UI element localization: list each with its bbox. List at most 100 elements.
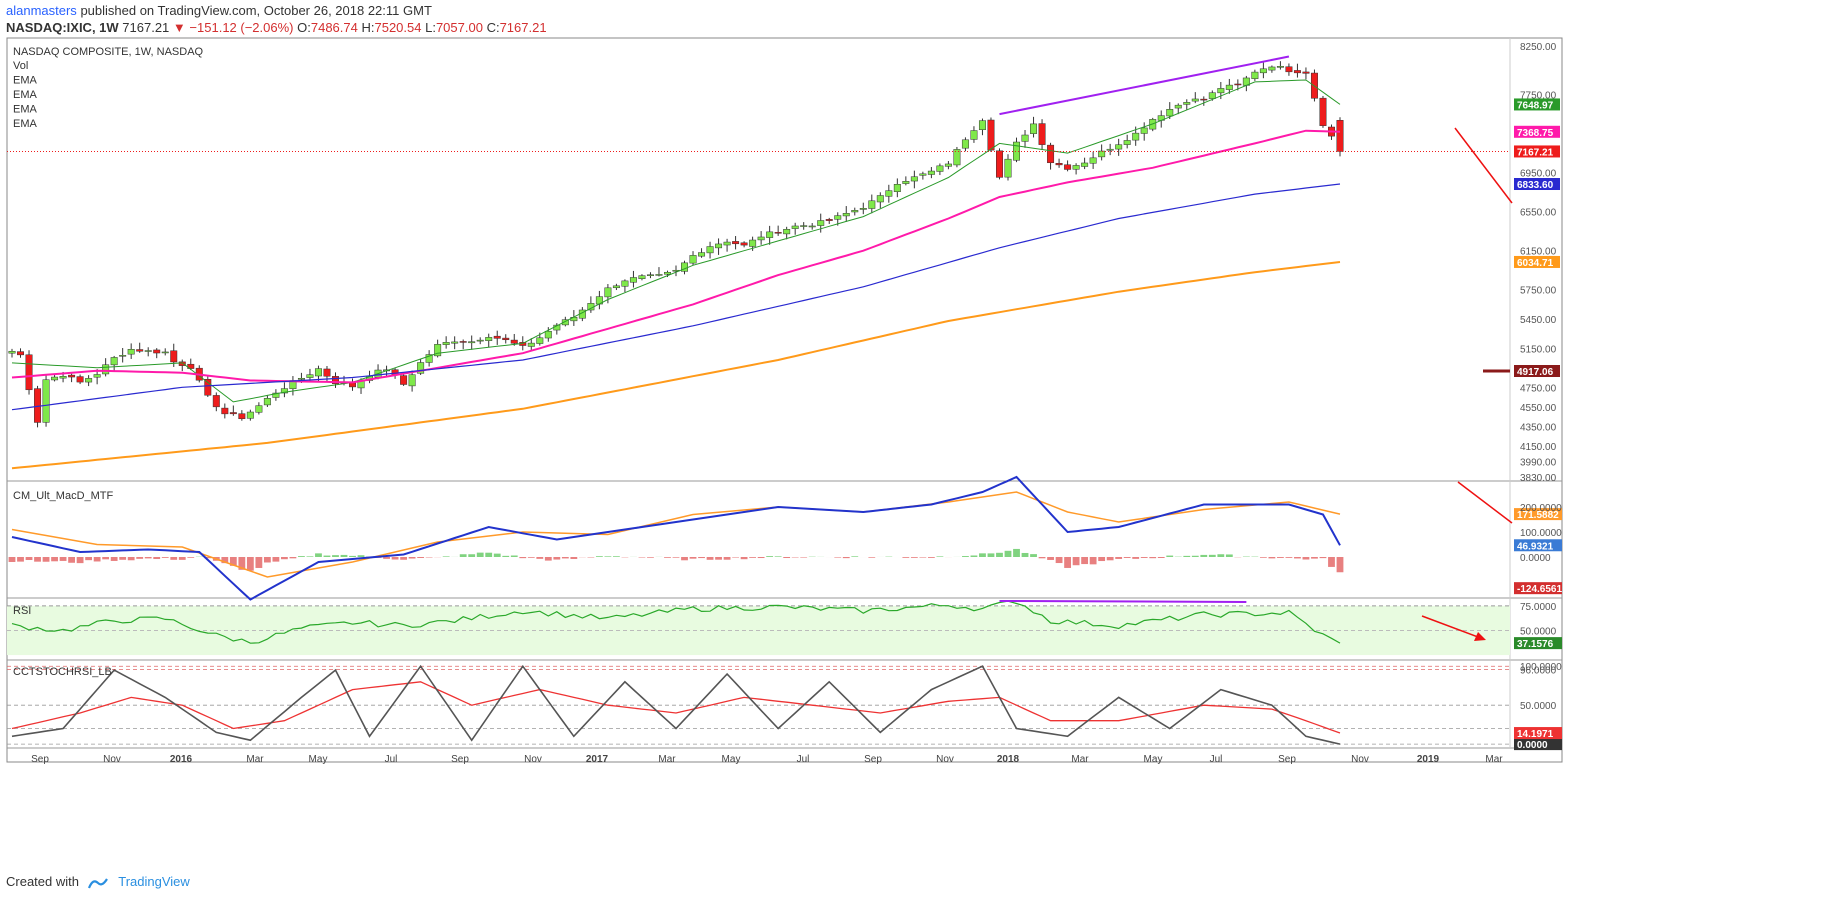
candle (868, 194, 876, 214)
macd-hist-bar (1115, 557, 1123, 559)
ema4-line (11, 261, 1341, 470)
candle-up (59, 376, 67, 379)
macd-hist-bar (59, 557, 67, 561)
candle-down (1302, 71, 1310, 74)
legend-entry: Vol (13, 60, 28, 72)
publish-header: alanmasters published on TradingView.com… (6, 2, 432, 19)
change-value: −151.12 (−2.06%) (189, 20, 294, 35)
macd-hist-bar (298, 556, 305, 557)
candle-up (314, 368, 322, 377)
pane-frames (6, 37, 1563, 763)
macd-hist-bar (774, 556, 782, 557)
macd-hist-bar (178, 557, 186, 560)
macd-hist-bar (689, 557, 697, 559)
candle (1038, 119, 1046, 150)
price-label-text: 7368.75 (1517, 128, 1554, 139)
macd-hist-bar (17, 557, 24, 562)
candle-down (17, 351, 24, 356)
candle (740, 241, 748, 248)
candle-up (893, 184, 901, 192)
candle-down (493, 335, 501, 339)
price-trendline (999, 55, 1290, 116)
legend-entry: EMA (13, 118, 38, 130)
candle-up (536, 337, 544, 344)
candle (978, 118, 986, 136)
candle (996, 148, 1003, 180)
macd-hist-bar (681, 557, 688, 561)
candle-up (1013, 141, 1020, 161)
candle-up (51, 376, 59, 381)
x-tick-label: Mar (1071, 754, 1089, 765)
candle-up (944, 163, 952, 167)
price-tick-label: 7750.00 (1520, 91, 1557, 102)
stoch-d-line (11, 681, 1341, 734)
candle-up (297, 377, 305, 380)
macd-hist-bar (740, 557, 748, 560)
candle (502, 334, 510, 344)
candle (1285, 63, 1293, 76)
macd-value-box (1514, 539, 1562, 552)
price-tick-label: 8250.00 (1520, 42, 1557, 53)
macd-hist-bar (281, 557, 288, 560)
candle-up (936, 165, 944, 172)
candle (791, 222, 799, 235)
candle-down (510, 339, 518, 344)
candle-down (221, 407, 229, 415)
candle-up (655, 274, 663, 276)
macd-hist-bar (238, 557, 246, 570)
macd-hist-bar (119, 557, 127, 560)
candle-up (1251, 71, 1259, 79)
candle (936, 163, 944, 176)
candle (817, 213, 825, 233)
candle (783, 226, 791, 240)
tradingview-brand-link[interactable]: TradingView (118, 874, 190, 889)
price-tick-label: 4350.00 (1520, 422, 1557, 433)
macd-hist-bar (723, 557, 731, 560)
candle-up (689, 255, 697, 264)
macd-hist-bar (1277, 557, 1284, 558)
candle-up (698, 252, 706, 257)
candle-down (400, 375, 408, 385)
low-value: 7057.00 (435, 20, 483, 35)
candle-up (42, 379, 50, 423)
macd-hist-bar (229, 557, 237, 566)
macd-hist-bar (1217, 554, 1225, 557)
author-link[interactable]: alanmasters (6, 3, 77, 18)
macd-hist-bar (68, 557, 75, 563)
candle (289, 376, 297, 396)
candle (1319, 95, 1327, 128)
candle-down (459, 341, 467, 343)
candle (893, 178, 901, 198)
candle-up (1217, 88, 1225, 94)
candle-down (170, 350, 178, 363)
macd-hist-bar (408, 557, 416, 559)
candle-up (715, 243, 723, 249)
macd-hist-bar (221, 557, 229, 564)
candle-down (1285, 66, 1293, 73)
x-tick-label: Sep (864, 754, 882, 765)
candle (1004, 154, 1012, 181)
open-label: O: (297, 20, 311, 35)
candle-up (621, 280, 629, 287)
macd-hist-bar (868, 557, 876, 558)
candle (902, 176, 910, 186)
candle (1268, 65, 1276, 73)
candle (646, 272, 654, 279)
candle-up (1140, 127, 1148, 134)
candle (8, 348, 16, 358)
annotation-arrow-rsi (1421, 615, 1479, 638)
macd-hist-bar (1098, 557, 1106, 562)
macd-hist-bar (1072, 557, 1080, 566)
macd-hist-bar (647, 557, 654, 558)
candle (723, 238, 731, 252)
candle (119, 348, 127, 363)
candle (204, 375, 212, 398)
macd-hist-bar (1328, 557, 1335, 567)
macd-hist-bar (127, 557, 135, 561)
macd-hist-bar (672, 557, 680, 558)
candle-down (996, 150, 1003, 178)
macd-hist-bar (1166, 555, 1174, 557)
candle (451, 336, 459, 350)
rsi-line (11, 600, 1341, 644)
